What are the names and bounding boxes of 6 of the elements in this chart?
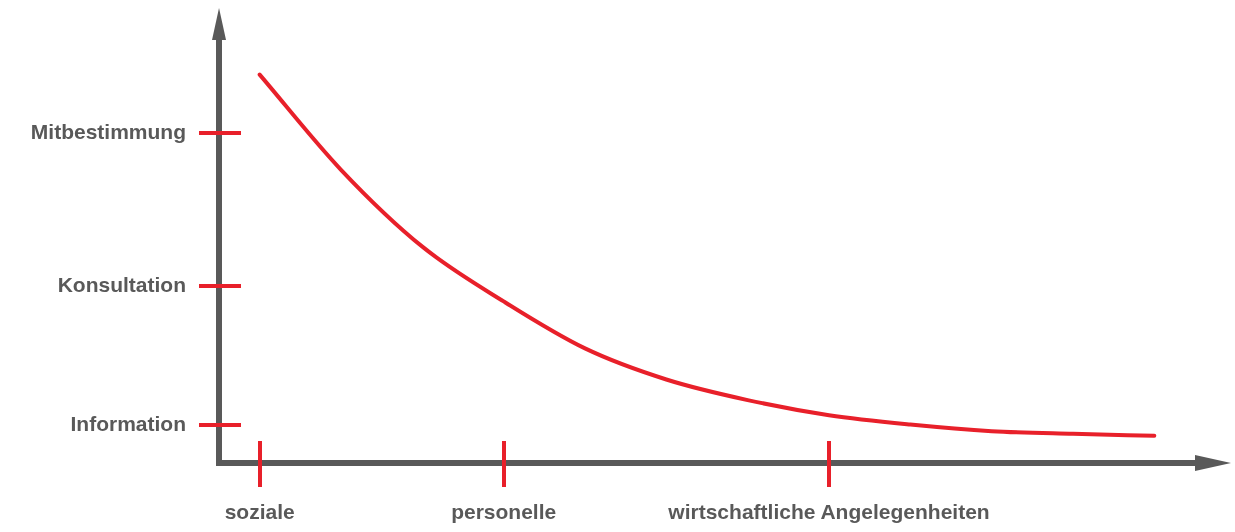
text: Mitbestimmung bbox=[30, 119, 186, 143]
x-tick-label: soziale bbox=[224, 500, 295, 524]
x-tick-label: personelle bbox=[451, 500, 557, 524]
text: Information bbox=[70, 412, 186, 436]
x-tick-label: wirtschaftliche Angelegenheiten bbox=[667, 500, 990, 524]
text: Konsultation bbox=[57, 273, 186, 297]
